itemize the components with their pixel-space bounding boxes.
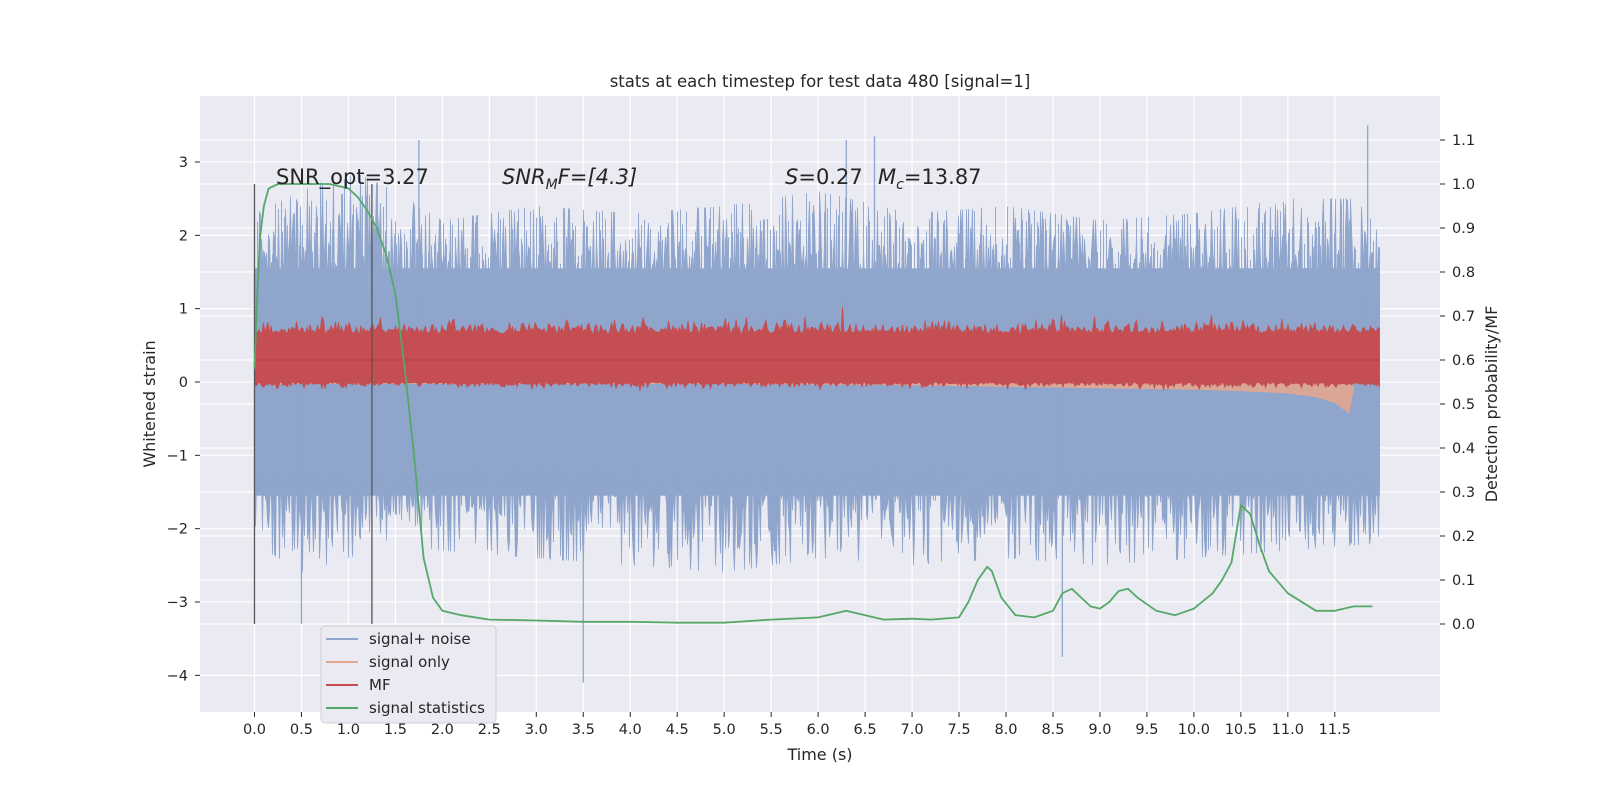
mc-annotation: Mc=13.87: [878, 165, 982, 193]
s-value: =0.27: [798, 165, 862, 189]
mc-value: =13.87: [904, 165, 982, 189]
x-tick-label: 8.5: [1041, 722, 1064, 738]
legend-box: [320, 625, 497, 724]
left-y-tick-label: −3: [167, 595, 188, 611]
right-y-tick-labels: 1.1 1.0 0.9 0.8 0.7 0.6 0.5 0.4 0.3 0.2 0.1 0.0: [1452, 133, 1475, 633]
x-tick-label: 6.0: [807, 722, 830, 738]
legend-label-signal-plus-noise: signal+ noise: [369, 630, 471, 648]
x-tick-label: 9.0: [1088, 722, 1111, 738]
left-y-tick-label: 2: [179, 228, 188, 244]
right-y-tick-label: 0.9: [1452, 221, 1475, 237]
legend-label-mf: MF: [369, 676, 391, 694]
mf-trace: [254, 306, 1380, 392]
x-tick-label: 9.5: [1135, 722, 1158, 738]
x-tick-label: 1.0: [337, 722, 360, 738]
x-tick-label: 5.0: [713, 722, 736, 738]
right-y-tick-label: 0.1: [1452, 573, 1475, 589]
right-y-tick-label: 0.5: [1452, 397, 1475, 413]
x-tick-label: 0.0: [243, 722, 266, 738]
x-tick-label: 11.5: [1319, 722, 1351, 738]
left-y-axis-label: Whitened strain: [140, 340, 159, 467]
x-tick-label: 10.5: [1225, 722, 1257, 738]
right-y-tick-label: 1.0: [1452, 177, 1475, 193]
s-name: S: [785, 165, 798, 189]
mc-name: M: [878, 165, 896, 189]
left-y-tick-label: −1: [167, 448, 188, 464]
x-tick-label: 1.5: [384, 722, 407, 738]
right-y-tick-label: 0.0: [1452, 617, 1475, 633]
right-y-tick-label: 0.4: [1452, 441, 1475, 457]
s-annotation: S=0.27: [785, 165, 863, 189]
x-tick-label: 7.0: [901, 722, 924, 738]
right-y-tick-label: 0.2: [1452, 529, 1475, 545]
x-tick-label: 2.0: [431, 722, 454, 738]
legend-label-signal-only: signal only: [369, 653, 450, 671]
series-mf: [254, 306, 1380, 392]
x-tick-label: 3.5: [572, 722, 595, 738]
snr-mf-subscript: M: [546, 177, 558, 193]
right-y-tick-label: 0.3: [1452, 485, 1475, 501]
chart-title: stats at each timestep for test data 480…: [610, 72, 1031, 91]
right-y-tick-label: 0.6: [1452, 353, 1475, 369]
marker-lines: [253, 184, 373, 624]
legend-label-signal-statistics: signal statistics: [369, 699, 485, 717]
series-signal-statistics: [253, 183, 1373, 624]
x-tick-label: 10.0: [1178, 722, 1210, 738]
x-tick-label: 4.5: [666, 722, 689, 738]
x-axis-label: Time (s): [786, 745, 852, 764]
left-y-tick-label: 1: [179, 302, 188, 318]
left-y-tick-label: 3: [179, 155, 188, 171]
x-tick-label: 6.5: [854, 722, 877, 738]
snr-mf-rest: F=[4.3]: [558, 165, 637, 189]
x-tick-label: 0.5: [290, 722, 313, 738]
right-y-tick-label: 1.1: [1452, 133, 1475, 149]
mc-subscript: c: [896, 177, 904, 193]
x-tick-label: 5.5: [760, 722, 783, 738]
x-tick-label: 2.5: [478, 722, 501, 738]
x-tick-label: 3.0: [525, 722, 548, 738]
x-tick-label: 4.0: [619, 722, 642, 738]
snr-opt-annotation: SNR_opt=3.27: [276, 165, 429, 190]
x-tick-label: 8.0: [994, 722, 1017, 738]
right-y-tick-label: 0.8: [1452, 265, 1475, 281]
left-y-tick-label: −2: [167, 522, 188, 538]
x-tick-labels: 0.0 0.5 1.0 1.5 2.0 2.5 3.0 3.5 4.0 4.5 5.0 5.5 6.0 6…: [243, 722, 1351, 738]
right-y-tick-label: 0.7: [1452, 309, 1475, 325]
snr-mf-annotation: SNRMF=[4.3]: [502, 165, 637, 193]
x-tick-label: 11.0: [1272, 722, 1304, 738]
legend: signal+ noise signal only MF signal stat…: [320, 625, 497, 724]
x-tick-label: 7.5: [947, 722, 970, 738]
snr-mf-name: SNR: [502, 165, 546, 189]
left-y-tick-labels: 3 2 1 0 −1 −2 −3 −4: [167, 155, 188, 684]
left-y-tick-label: 0: [179, 375, 188, 391]
left-y-tick-label: −4: [167, 668, 188, 684]
right-y-axis-label: Detection probability/MF: [1482, 306, 1501, 503]
signal-statistics-line: [253, 183, 1373, 624]
